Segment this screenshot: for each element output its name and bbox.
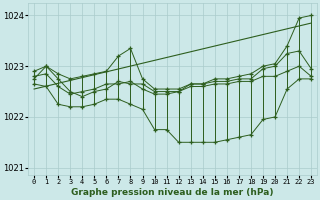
X-axis label: Graphe pression niveau de la mer (hPa): Graphe pression niveau de la mer (hPa) bbox=[71, 188, 274, 197]
